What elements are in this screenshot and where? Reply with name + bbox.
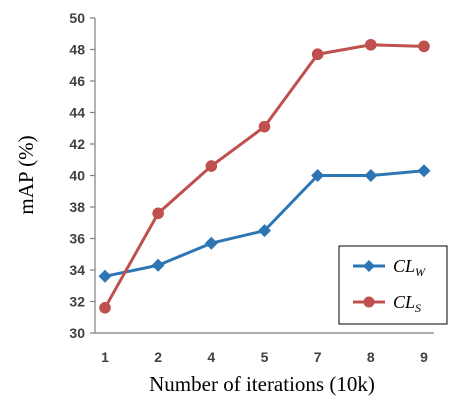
legend-label-sub: W — [415, 265, 426, 279]
x-tick-label: 1 — [101, 349, 109, 365]
x-tick-label: 8 — [367, 349, 375, 365]
legend-marker — [363, 296, 375, 308]
x-tick-label: 7 — [314, 349, 322, 365]
legend-label-sub: S — [415, 301, 421, 315]
series-s — [99, 38, 430, 314]
data-point — [151, 258, 165, 272]
x-axis-title: Number of iterations (10k) — [149, 372, 375, 396]
legend-label: CLW — [393, 256, 426, 279]
x-tick-label: 5 — [261, 349, 269, 365]
series-layer — [98, 38, 431, 314]
data-point — [258, 120, 271, 133]
y-tick-label: 40 — [69, 168, 85, 184]
y-tick-label: 30 — [69, 325, 85, 341]
data-point — [258, 224, 271, 238]
data-point — [99, 302, 111, 314]
y-tick-label: 44 — [69, 105, 85, 121]
data-point — [311, 48, 324, 61]
legend-entry: CLW — [353, 256, 426, 279]
data-point — [204, 236, 218, 250]
y-tick-label: 32 — [69, 294, 85, 310]
y-tick-label: 42 — [69, 136, 85, 152]
y-tick-label: 34 — [69, 262, 85, 278]
data-point — [205, 160, 218, 172]
data-point — [311, 169, 325, 182]
data-point — [418, 40, 430, 53]
y-tick-label: 50 — [69, 10, 85, 26]
y-tick-label: 38 — [69, 199, 85, 215]
series-w — [98, 164, 431, 283]
data-point — [98, 269, 112, 283]
data-point — [365, 38, 377, 51]
x-tick-label: 2 — [154, 349, 162, 365]
y-tick-label: 36 — [69, 231, 85, 247]
axes — [90, 17, 434, 334]
data-point — [364, 169, 378, 182]
tick-labels: 30 32 34 36 38 40 42 44 46 48 50 1 2 4 5 7 8 9 — [69, 10, 428, 365]
legend-label-main: CL — [393, 292, 415, 312]
x-tick-label: 4 — [207, 349, 215, 365]
y-tick-label: 48 — [69, 42, 85, 58]
data-point — [152, 207, 164, 220]
legend-entry: CLS — [353, 292, 421, 315]
legend-label-main: CL — [393, 256, 415, 276]
legend-label: CLS — [393, 292, 421, 315]
data-point — [417, 164, 431, 178]
legend-marker — [363, 260, 375, 272]
y-tick-label: 46 — [69, 73, 85, 89]
y-axis-title: mAP (%) — [14, 135, 38, 214]
legend-box — [338, 245, 448, 325]
x-tick-label: 9 — [420, 349, 428, 365]
